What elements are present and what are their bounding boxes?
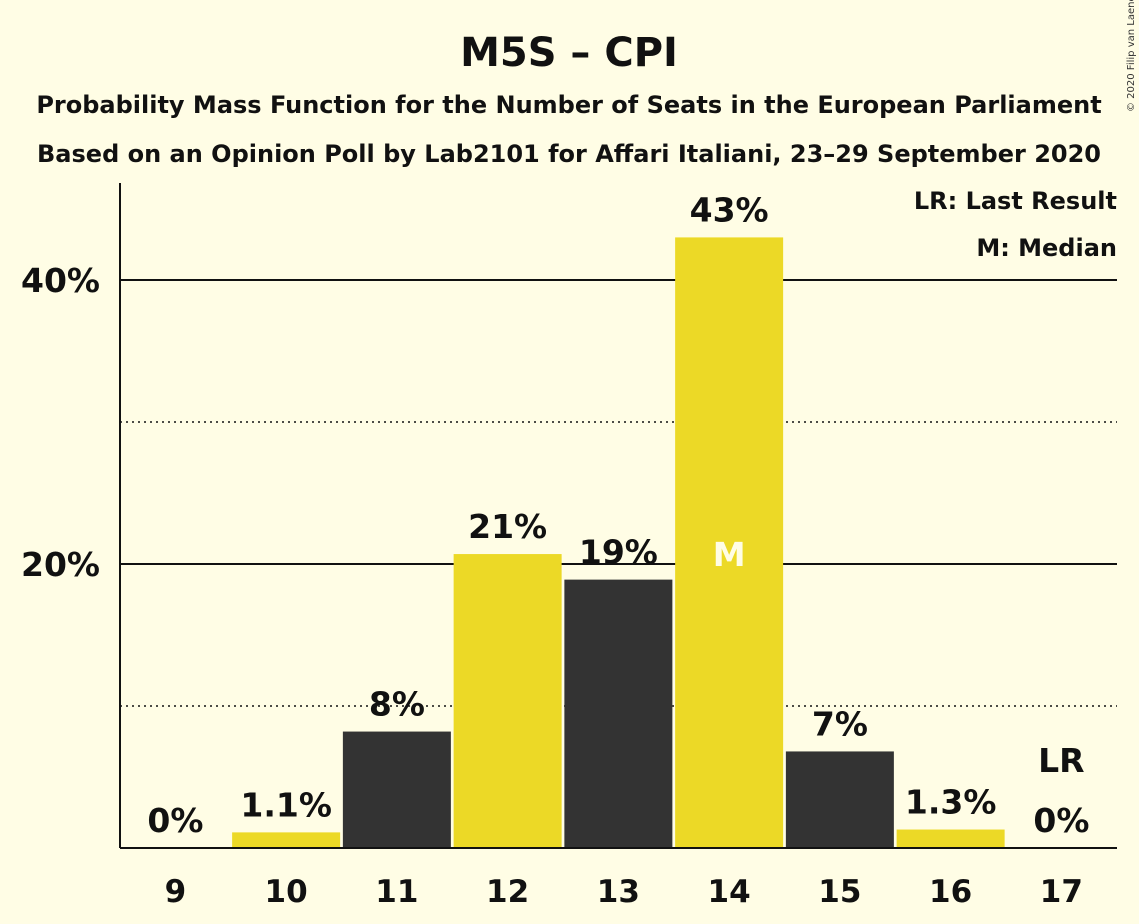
x-tick-label-17: 17: [1040, 874, 1083, 910]
data-label-14: 43%: [690, 190, 769, 229]
data-labels: 0% 1.1% 8% 21% 19% 43% M 7% 1.3% 0% LR: [147, 190, 1089, 840]
legend-median: M: Median: [976, 234, 1117, 262]
y-tick-label: 40%: [21, 261, 100, 300]
last-result-marker: LR: [1038, 741, 1084, 780]
bar-14: [675, 237, 784, 848]
chart-subtitle-line-2: Based on an Opinion Poll by Lab2101 for …: [37, 140, 1101, 168]
data-label-16: 1.3%: [905, 783, 997, 822]
data-label-9: 0%: [147, 801, 203, 840]
bar-12: [453, 554, 562, 848]
x-tick-label-14: 14: [708, 874, 751, 910]
bar-16: [896, 829, 1005, 848]
data-label-12: 21%: [468, 507, 547, 546]
x-tick-label-13: 13: [597, 874, 640, 910]
x-tick-label-9: 9: [165, 874, 187, 910]
bar-15: [785, 751, 894, 848]
axes: 20% 40% 9 10 11 12 13 14 15 16 17: [21, 183, 1117, 910]
chart-title: M5S – CPI: [460, 30, 678, 76]
chart-subtitle-line-1: Probability Mass Function for the Number…: [36, 91, 1101, 119]
x-tick-label-11: 11: [375, 874, 418, 910]
legend-last-result: LR: Last Result: [914, 187, 1117, 215]
x-tick-label-12: 12: [486, 874, 529, 910]
copyright-note: © 2020 Filip van Laenen: [1126, 0, 1137, 112]
x-tick-label-15: 15: [818, 874, 861, 910]
median-marker: M: [713, 535, 746, 574]
bars: [232, 237, 1005, 848]
data-label-13: 19%: [579, 533, 658, 572]
y-tick-label: 20%: [21, 545, 100, 584]
bar-10: [232, 832, 341, 848]
bar-11: [342, 731, 451, 848]
data-label-10: 1.1%: [240, 785, 332, 824]
x-tick-label-10: 10: [265, 874, 308, 910]
data-label-17: 0%: [1033, 801, 1089, 840]
data-label-15: 7%: [812, 704, 868, 743]
bar-13: [564, 579, 673, 848]
data-label-11: 8%: [369, 685, 425, 724]
x-tick-label-16: 16: [929, 874, 972, 910]
